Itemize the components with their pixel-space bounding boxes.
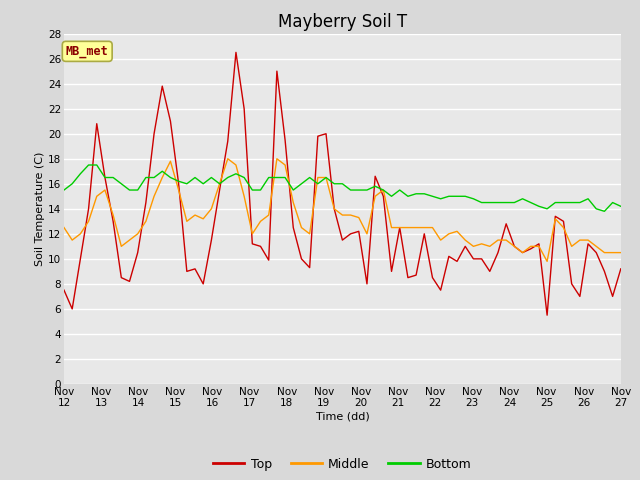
Bottom	[617, 204, 625, 209]
X-axis label: Time (dd): Time (dd)	[316, 411, 369, 421]
Middle	[60, 225, 68, 230]
Top	[543, 312, 551, 318]
Top	[60, 287, 68, 293]
Bottom	[600, 208, 608, 214]
Top	[150, 131, 158, 137]
Bottom	[175, 179, 182, 184]
Top	[617, 266, 625, 272]
Middle	[494, 237, 502, 243]
Bottom	[84, 162, 92, 168]
Title: Mayberry Soil T: Mayberry Soil T	[278, 12, 407, 31]
Middle	[150, 193, 158, 199]
Middle	[166, 158, 174, 164]
Line: Top: Top	[64, 52, 621, 315]
Bottom	[494, 200, 502, 205]
Middle	[101, 187, 109, 193]
Top	[166, 119, 174, 124]
Legend: Top, Middle, Bottom: Top, Middle, Bottom	[208, 453, 477, 476]
Y-axis label: Soil Temperature (C): Soil Temperature (C)	[35, 152, 45, 266]
Middle	[609, 250, 616, 255]
Top	[101, 175, 109, 180]
Top	[232, 49, 240, 55]
Line: Bottom: Bottom	[64, 165, 621, 211]
Top	[609, 293, 616, 300]
Middle	[388, 225, 396, 230]
Bottom	[388, 193, 396, 199]
Top	[388, 268, 396, 274]
Middle	[224, 156, 232, 162]
Bottom	[60, 187, 68, 193]
Middle	[543, 258, 551, 264]
Bottom	[609, 200, 616, 205]
Bottom	[109, 175, 117, 180]
Top	[494, 250, 502, 255]
Line: Middle: Middle	[64, 159, 621, 261]
Text: MB_met: MB_met	[66, 45, 109, 58]
Middle	[617, 250, 625, 255]
Bottom	[159, 168, 166, 174]
